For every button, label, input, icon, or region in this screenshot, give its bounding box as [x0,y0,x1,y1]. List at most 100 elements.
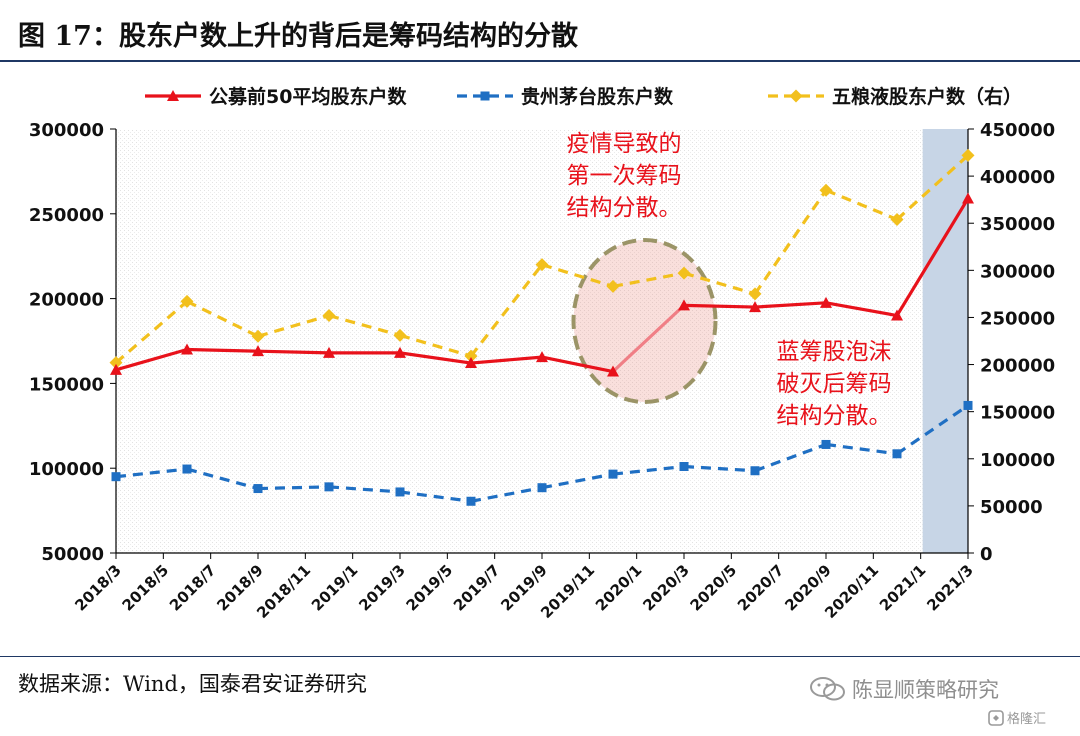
source-note: 数据来源：Wind，国泰君安证券研究 [18,672,367,696]
right-y-axis: 0 50000 100000 150000 200000 250000 300000 3500… [967,120,1055,565]
right-tick-label: 450000 [980,120,1055,141]
square-marker [892,449,902,459]
square-marker [253,484,263,494]
series-segment [683,303,756,309]
triangle-marker [252,345,264,357]
series-2 [109,148,975,370]
series-segment [754,442,827,473]
diamond-marker [606,279,620,293]
diamond-marker [109,356,123,370]
x-tick-label: 2021/1 [876,561,930,615]
right-tick-label: 150000 [980,403,1055,424]
left-tick-label: 200000 [29,290,104,311]
x-tick-label: 2020/7 [734,561,788,615]
line-chart: 50000 100000 150000 200000 250000 300000 0 500… [29,85,1055,622]
figure-title: 图 17：股东户数上升的背后是筹码结构的分散 [18,21,578,52]
series-segment [683,464,756,473]
square-marker [750,466,760,476]
series-segment [611,304,686,373]
triangle-marker [607,365,619,377]
series-segment [541,472,614,490]
series-segment [470,355,543,365]
diamond-marker [535,258,549,272]
right-tick-label: 0 [980,544,993,565]
series-segment [612,464,685,476]
brand-text: 格隆汇 [1007,712,1047,727]
left-tick-label: 250000 [29,205,104,226]
brand-logo-icon [988,709,1004,726]
legend-label: 贵州茅台股东户数 [521,85,674,108]
series-segment [541,355,614,374]
square-marker [111,472,121,482]
right-tick-label: 200000 [980,356,1055,377]
left-tick-label: 100000 [29,459,104,480]
square-marker [963,400,973,410]
series-segment [115,347,188,372]
series-1 [111,400,973,506]
legend-label: 五粮液股东户数（右） [832,85,1022,108]
triangle-marker [536,351,548,363]
diamond-marker [393,328,407,342]
series-segment [541,263,614,288]
x-tick-label: 2019/5 [403,561,457,615]
series-segment [399,351,472,365]
series-segment [328,314,401,337]
series-segment [186,299,259,338]
left-tick-label: 50000 [41,544,104,565]
x-tick-label: 2019/7 [450,561,504,615]
x-tick-label: 2018/7 [166,561,220,615]
triangle-marker [749,301,761,313]
x-axis: 2018/32018/52018/72018/92018/112019/1201… [71,552,977,622]
title-divider [0,60,1080,62]
series-segment [612,271,685,288]
right-tick-label: 100000 [980,450,1055,471]
triangle-marker [167,90,179,101]
brand-mark: 格隆汇 [988,708,1046,727]
x-tick-label: 2020/1 [592,561,646,615]
triangle-marker [678,299,690,311]
x-tick-label: 2021/3 [923,561,977,615]
x-tick-label: 2019/1 [308,561,362,615]
series-segment [753,189,828,295]
square-marker [537,483,547,493]
diamond-marker [961,148,975,162]
square-marker [395,487,405,497]
series-segment [825,442,898,456]
triangle-marker [323,346,335,358]
x-tick-label: 2019/3 [355,561,409,615]
legend: 公募前50平均股东户数 贵州茅台股东户数 五粮液股东户数（右） [145,85,1022,108]
square-marker [466,496,476,506]
triangle-marker [394,346,406,358]
x-tick-label: 2020/3 [639,561,693,615]
series-segment [469,263,544,358]
series-0 [110,192,974,377]
diamond-marker [677,266,691,280]
wechat-icon [810,677,845,701]
covid-highlight [571,238,718,404]
legend-label: 公募前50平均股东户数 [209,85,407,108]
diamond-marker [819,183,833,197]
series-segment [328,485,401,494]
right-tick-label: 400000 [980,167,1055,188]
watermark: 陈显顺策略研究 [808,676,999,702]
right-tick-label: 250000 [980,308,1055,329]
series-segment [115,467,188,479]
right-tick-label: 350000 [980,214,1055,235]
series-segment [257,485,330,491]
square-marker [324,482,334,492]
series-segment [399,333,472,358]
highlight-band [922,129,968,553]
diamond-marker [464,349,478,363]
diamond-marker [789,89,803,103]
series-layer [109,148,975,506]
diamond-marker [322,309,336,323]
right-tick-label: 300000 [980,261,1055,282]
left-y-axis: 50000 100000 150000 200000 250000 300000 [29,120,117,565]
triangle-marker [110,363,122,375]
series-segment [825,301,898,318]
series-segment [825,188,898,221]
triangle-marker [891,309,903,321]
left-tick-label: 150000 [29,374,104,395]
triangle-marker [820,296,832,308]
